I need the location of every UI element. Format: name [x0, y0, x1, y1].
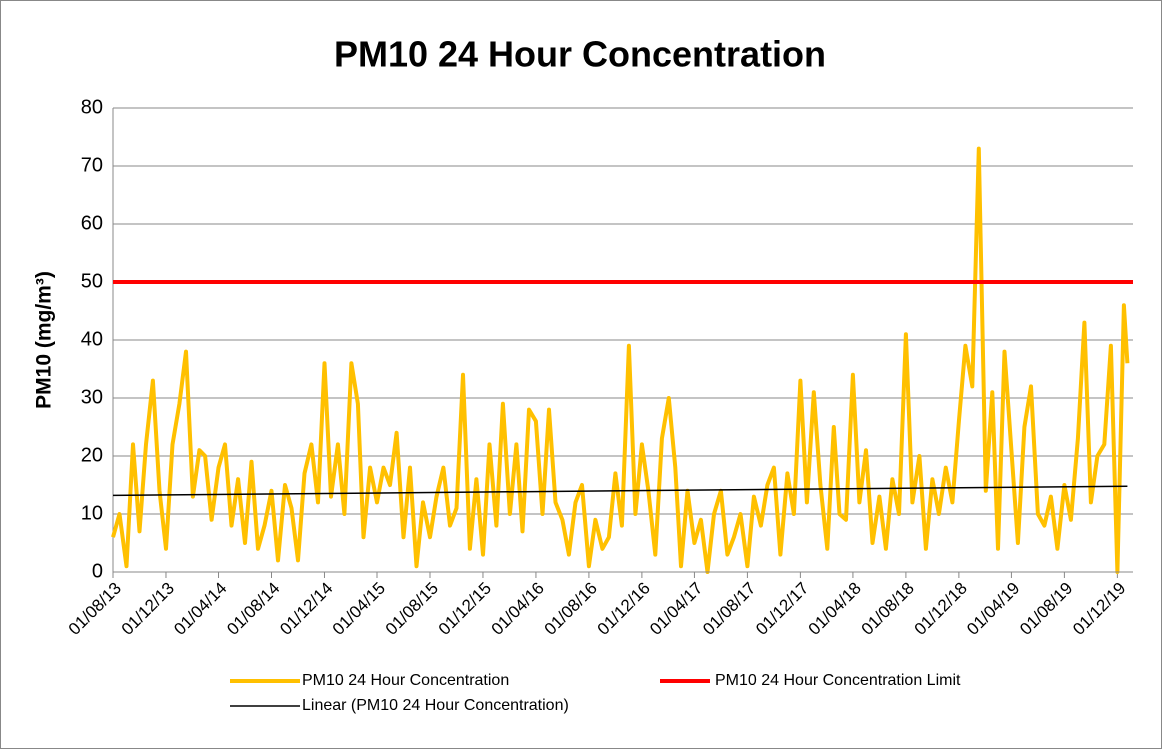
y-axis-label: PM10 (mg/m³)	[33, 271, 56, 409]
legend-label: Linear (PM10 24 Hour Concentration)	[302, 697, 569, 714]
legend-label: PM10 24 Hour Concentration	[302, 672, 509, 689]
y-tick-label: 40	[81, 328, 103, 350]
data-line	[112, 485, 1128, 497]
y-tick-label: 70	[81, 154, 103, 176]
y-tick-label: 60	[81, 212, 103, 234]
data-line	[111, 146, 1130, 574]
y-tick-label: 10	[81, 502, 103, 524]
legend-label: PM10 24 Hour Concentration Limit	[715, 672, 961, 689]
y-tick-label: 20	[81, 444, 103, 466]
chart-title: PM10 24 Hour Concentration	[334, 34, 826, 75]
y-tick-label: 0	[92, 560, 103, 582]
y-tick-label: 30	[81, 386, 103, 408]
y-tick-label: 80	[81, 96, 103, 118]
y-tick-label: 50	[81, 270, 103, 292]
